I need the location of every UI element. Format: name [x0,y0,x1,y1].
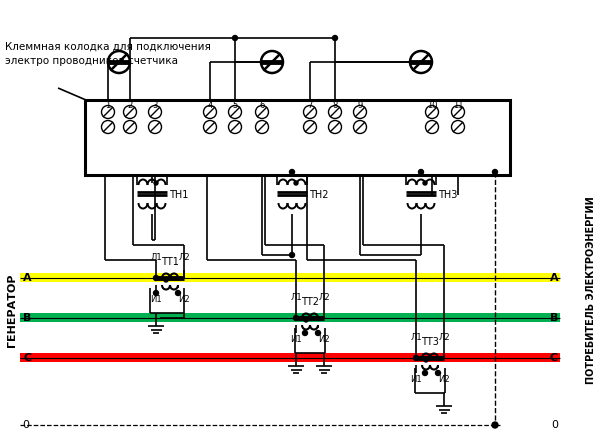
Circle shape [423,181,427,185]
Text: Клеммная колодка для подключения
электро проводников счетчика: Клеммная колодка для подключения электро… [5,42,211,66]
Text: A: A [550,273,559,283]
Circle shape [154,181,158,185]
Circle shape [332,36,337,40]
Text: ТН3: ТН3 [438,190,457,200]
Circle shape [294,181,298,185]
Text: 2: 2 [127,101,133,109]
Text: Л2: Л2 [178,252,190,262]
Text: 10: 10 [427,101,437,109]
Text: ТТ3: ТТ3 [421,337,439,347]
Circle shape [492,422,498,428]
Circle shape [302,331,308,336]
Text: ТН2: ТН2 [309,190,329,200]
Circle shape [290,170,295,174]
Circle shape [290,252,295,258]
Text: 0: 0 [551,420,558,430]
Text: ПОТРЕБИТЕЛЬ ЭЛЕКТРОЭНЕРГИИ: ПОТРЕБИТЕЛЬ ЭЛЕКТРОЭНЕРГИИ [586,196,596,384]
Text: 4: 4 [208,101,212,109]
Circle shape [154,291,158,295]
Circle shape [176,291,181,295]
Circle shape [164,278,168,282]
Text: 8: 8 [332,101,338,109]
Text: И1: И1 [410,376,422,384]
Circle shape [493,170,497,174]
Text: ГЕНЕРАТОР: ГЕНЕРАТОР [7,273,17,347]
Bar [20,313,560,322]
Text: 9: 9 [358,101,362,109]
Circle shape [436,371,440,376]
Circle shape [233,36,238,40]
Bar [20,353,560,362]
Text: B: B [550,313,559,323]
Text: И2: И2 [318,336,330,344]
Circle shape [419,170,424,174]
Text: ТТ1: ТТ1 [161,257,179,267]
Text: C: C [23,353,31,363]
Text: ТН1: ТН1 [169,190,188,200]
Text: И1: И1 [150,295,162,304]
Text: 3: 3 [152,101,158,109]
Bar [85,100,510,175]
Text: Л2: Л2 [438,332,450,341]
Text: ТТ2: ТТ2 [301,297,319,307]
Text: C: C [550,353,558,363]
Text: 5: 5 [232,101,238,109]
Circle shape [154,275,158,280]
Text: Л2: Л2 [318,292,330,302]
Text: Л1: Л1 [150,252,162,262]
Text: 7: 7 [307,101,313,109]
Text: Л1: Л1 [410,332,422,341]
Text: 6: 6 [259,101,265,109]
Text: A: A [23,273,32,283]
Bar [20,273,560,282]
Circle shape [304,318,308,322]
Text: И2: И2 [178,295,190,304]
Circle shape [293,316,299,320]
Circle shape [413,356,419,360]
Text: И1: И1 [290,336,302,344]
Circle shape [316,331,320,336]
Text: B: B [23,313,31,323]
Circle shape [424,358,428,362]
Text: 1: 1 [106,101,110,109]
Text: 11: 11 [453,101,463,109]
Text: Л1: Л1 [290,292,302,302]
Text: И2: И2 [438,376,450,384]
Text: 0: 0 [22,420,29,430]
Circle shape [422,371,427,376]
